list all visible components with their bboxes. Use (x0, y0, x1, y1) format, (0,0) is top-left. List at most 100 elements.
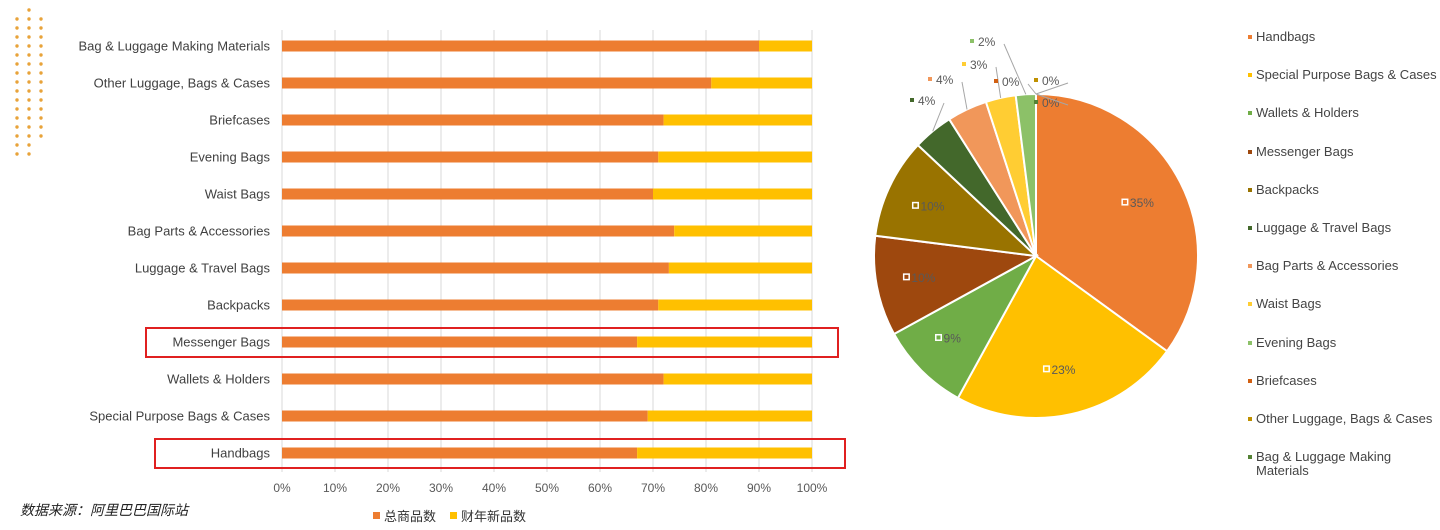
pie-slice (892, 253, 1039, 400)
pie-data-label: 0% (1042, 74, 1060, 88)
decor-dot (27, 116, 31, 120)
decor-dot (27, 152, 31, 156)
decor-dot (39, 98, 43, 102)
decor-dot (27, 62, 31, 66)
decor-dot (27, 8, 31, 12)
pie-legend-label: Bag & Luggage Making Materials (1256, 449, 1392, 479)
bar-total-items (282, 225, 675, 237)
category-label: Special Purpose Bags & Cases (89, 409, 270, 424)
pie-legend-label: Messenger Bags (1256, 143, 1354, 159)
legend-item-total: 总商品数 (373, 506, 436, 525)
pie-legend-item: Bag Parts & Accessories (1248, 259, 1440, 273)
pie-slice (873, 234, 1040, 336)
decor-dot (39, 53, 43, 57)
pie-legend-item: Messenger Bags (1248, 143, 1440, 159)
leader-line (1003, 43, 1027, 95)
decor-dot (27, 44, 31, 48)
decor-dot (39, 44, 43, 48)
decor-dot (27, 80, 31, 84)
x-tick-label: 70% (641, 481, 665, 495)
pie-data-label: 9% (944, 331, 962, 345)
pie-legend-swatch (1248, 149, 1252, 154)
pie-legend-swatch (1248, 35, 1252, 39)
bar-total-items (282, 77, 712, 89)
x-tick-label: 60% (588, 481, 612, 495)
data-label-marker (970, 39, 974, 43)
decor-dot (39, 80, 43, 84)
decor-dot (15, 26, 19, 30)
pie-slice (956, 254, 1169, 419)
x-tick-label: 80% (694, 481, 718, 495)
pie-data-label: 35% (1130, 196, 1154, 210)
decor-dot (15, 53, 19, 57)
bar-chart-x-tick-labels: 0% 10% 20% 30% 40% 50% 60% 70% 80% 90% 100% (273, 481, 827, 495)
pie-legend-item: Waist Bags (1248, 297, 1440, 311)
decor-dot (39, 17, 43, 21)
decor-dot (15, 98, 19, 102)
bar-new-items (711, 77, 812, 89)
category-label: Briefcases (209, 113, 270, 128)
leader-line (995, 66, 1002, 98)
bar-total-items (282, 373, 664, 385)
x-tick-label: 10% (323, 481, 347, 495)
pie-slice (1035, 92, 1199, 353)
decor-dot (15, 116, 19, 120)
pie-legend-swatch (1248, 226, 1252, 230)
pie-data-label: 10% (911, 271, 935, 285)
decor-dot (15, 44, 19, 48)
bar-new-items (647, 410, 812, 422)
bar-new-items (759, 40, 812, 52)
bar-total-items (282, 336, 638, 348)
pie-data-label: 0% (1002, 75, 1020, 89)
pie-legend-label: Special Purpose Bags & Cases (1256, 67, 1437, 83)
category-label: Messenger Bags (172, 335, 270, 350)
decor-dot (27, 107, 31, 111)
bar-new-items (668, 262, 812, 274)
data-label-marker (994, 79, 998, 83)
data-label-marker (1034, 78, 1038, 82)
bar-total-items (282, 410, 648, 422)
bar-new-items (663, 114, 812, 126)
data-label-marker (962, 62, 966, 66)
decor-dot (39, 35, 43, 39)
decor-dot (39, 26, 43, 30)
bar-total-items (282, 40, 759, 52)
pie-legend-swatch (1248, 417, 1252, 421)
decor-dot (15, 35, 19, 39)
decor-dot (39, 62, 43, 66)
bar-total-items (282, 262, 669, 274)
x-tick-label: 90% (747, 481, 771, 495)
decor-dot (15, 89, 19, 93)
category-label: Bag Parts & Accessories (128, 224, 271, 239)
decor-dot (39, 116, 43, 120)
bar-new-items (653, 188, 812, 200)
category-label: Waist Bags (205, 187, 271, 202)
category-label: Evening Bags (190, 150, 271, 165)
dot-pattern-decoration (15, 8, 43, 156)
decor-dot (15, 62, 19, 66)
category-label: Wallets & Holders (167, 372, 270, 387)
pie-legend-item: Special Purpose Bags & Cases (1248, 68, 1440, 82)
pie-data-label: 10% (920, 199, 944, 213)
x-tick-label: 100% (797, 481, 828, 495)
pie-legend-label: Evening Bags (1256, 334, 1337, 350)
pie-legend-label: Handbags (1256, 29, 1316, 44)
category-label: Luggage & Travel Bags (135, 261, 271, 276)
pie-legend-label: Bag Parts & Accessories (1256, 258, 1399, 274)
leader-line (932, 102, 945, 132)
data-label-marker-inner (913, 203, 918, 208)
pie-legend-item: Other Luggage, Bags & Cases (1248, 412, 1440, 426)
leader-line (1035, 93, 1069, 106)
bar-new-items (674, 225, 812, 237)
decor-dot (27, 143, 31, 147)
category-label: Backpacks (207, 298, 270, 313)
decor-dot (39, 125, 43, 129)
data-label-marker (928, 77, 932, 81)
bar-total-items (282, 447, 638, 459)
bar-new-items (658, 299, 812, 311)
decor-dot (15, 107, 19, 111)
pie-data-label: 4% (936, 73, 954, 87)
bar-total-items (282, 188, 653, 200)
data-label-marker-inner (1044, 366, 1049, 371)
highlight-box (145, 327, 839, 358)
